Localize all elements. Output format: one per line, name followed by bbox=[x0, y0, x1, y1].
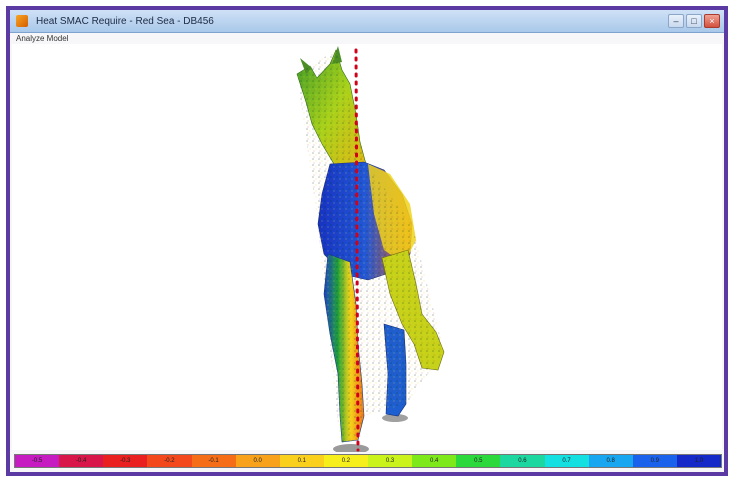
colorbar-segment: 0.5 bbox=[456, 455, 501, 467]
viewport-canvas[interactable] bbox=[12, 44, 722, 454]
colorbar-segment: 0.4 bbox=[412, 455, 457, 467]
hoof-shadow-left bbox=[333, 444, 369, 454]
app-icon bbox=[16, 15, 28, 27]
menu-bar: Analyze Model bbox=[10, 32, 724, 44]
colorbar-segment: 0.6 bbox=[500, 455, 545, 467]
colorbar-segment: 0.2 bbox=[323, 455, 368, 467]
hoof-shadow-right bbox=[382, 414, 408, 422]
centerline-overlay bbox=[354, 48, 360, 452]
colorbar-segment: 0.8 bbox=[588, 455, 633, 467]
title-bar[interactable]: Heat SMAC Require - Red Sea - DB456 – □ … bbox=[10, 10, 724, 33]
colorbar-segment: -0.4 bbox=[59, 455, 104, 467]
colorbar-segment: -0.3 bbox=[103, 455, 148, 467]
colorbar-segment: 0.9 bbox=[632, 455, 677, 467]
horse-model-view bbox=[296, 46, 445, 454]
menu-item-analyze-model[interactable]: Analyze Model bbox=[16, 33, 69, 43]
close-button[interactable]: × bbox=[704, 14, 720, 28]
colorbar-segment: 0.3 bbox=[368, 455, 413, 467]
colorbar-segment: -0.1 bbox=[191, 455, 236, 467]
colorbar-segment: 0.7 bbox=[544, 455, 589, 467]
window-controls: – □ × bbox=[668, 14, 720, 28]
colorbar-segment: 1.0 bbox=[676, 455, 721, 467]
window-title: Heat SMAC Require - Red Sea - DB456 bbox=[36, 15, 214, 27]
colorbar-segment: 0.0 bbox=[235, 455, 280, 467]
colorbar-segment: -0.5 bbox=[15, 455, 60, 467]
horse-mesh bbox=[296, 46, 445, 443]
color-scale-bar: -0.5 -0.4 -0.3 -0.2 -0.1 0.0 0.1 0.2 0.3 0.4 0.5 0.… bbox=[14, 454, 722, 468]
app-window: Heat SMAC Require - Red Sea - DB456 – □ … bbox=[6, 6, 728, 476]
maximize-button[interactable]: □ bbox=[686, 14, 702, 28]
colorbar-segment: -0.2 bbox=[147, 455, 192, 467]
minimize-button[interactable]: – bbox=[668, 14, 684, 28]
colorbar-segment: 0.1 bbox=[279, 455, 324, 467]
